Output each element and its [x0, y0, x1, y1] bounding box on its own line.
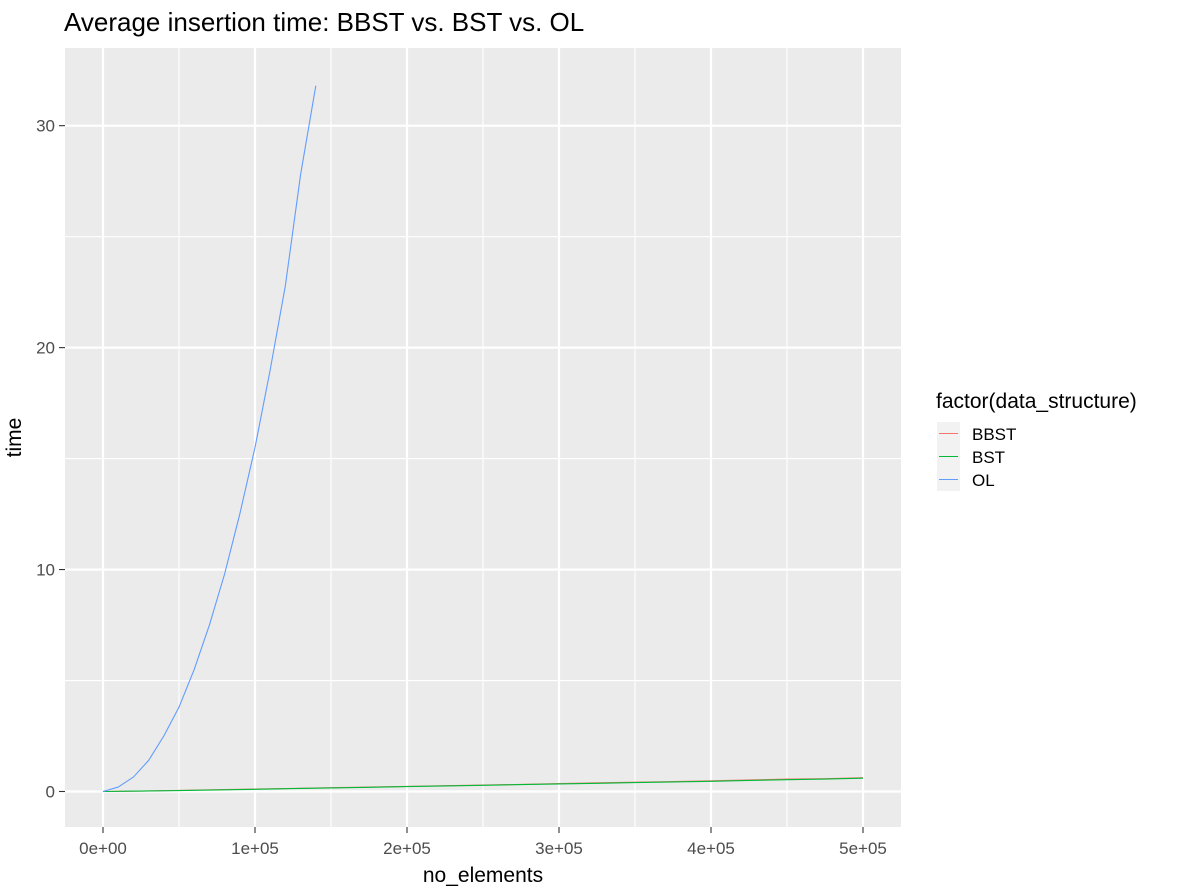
y-tick-label: 0: [46, 782, 55, 801]
y-tick-label: 10: [36, 561, 55, 580]
x-axis: 0e+00 1e+05 2e+05 3e+05 4e+05 5e+05: [79, 827, 887, 858]
x-tick-label: 2e+05: [383, 839, 431, 858]
legend-label: BST: [972, 448, 1005, 467]
legend: factor(data_structure) BBST BST OL: [936, 390, 1137, 491]
series-line-ol: [102, 85, 317, 793]
x-tick-label: 0e+00: [79, 839, 127, 858]
legend-title: factor(data_structure): [936, 390, 1137, 413]
x-axis-title: no_elements: [423, 864, 543, 887]
minor-gridlines: [65, 48, 901, 827]
x-tick-label: 5e+05: [839, 839, 887, 858]
legend-items: BBST BST OL: [937, 422, 1016, 491]
x-tick-label: 4e+05: [687, 839, 735, 858]
y-tick-label: 30: [36, 117, 55, 136]
chart-title: Average insertion time: BBST vs. BST vs.…: [64, 7, 584, 37]
x-tick-label: 1e+05: [231, 839, 279, 858]
y-axis: 0 10 20 30: [36, 117, 65, 801]
major-gridlines: [65, 48, 901, 827]
legend-label: OL: [972, 471, 995, 490]
series-layer: [102, 85, 864, 793]
series-line-bst: [102, 777, 864, 793]
y-axis-title: time: [3, 418, 26, 458]
x-tick-label: 3e+05: [535, 839, 583, 858]
y-tick-label: 20: [36, 339, 55, 358]
legend-label: BBST: [972, 425, 1016, 444]
